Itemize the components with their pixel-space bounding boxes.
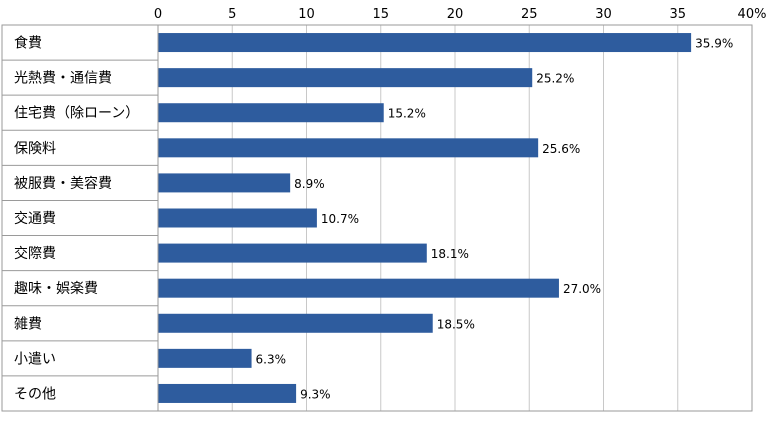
value-label: 6.3% bbox=[256, 352, 287, 366]
bar bbox=[158, 173, 291, 193]
x-axis-ticks: 0 5 10 15 20 25 30 35 40% bbox=[154, 7, 767, 22]
bar bbox=[158, 278, 559, 298]
category-label: 交際費 bbox=[14, 245, 56, 262]
x-tick-label: 20 bbox=[447, 7, 464, 22]
category-label: 交通費 bbox=[14, 210, 56, 227]
bar bbox=[158, 103, 384, 123]
x-tick-label: 10 bbox=[298, 7, 315, 22]
value-label: 10.7% bbox=[321, 212, 359, 226]
value-label: 15.2% bbox=[388, 107, 426, 121]
value-label: 25.2% bbox=[536, 72, 574, 86]
value-label: 18.5% bbox=[437, 317, 475, 331]
bar bbox=[158, 33, 692, 53]
category-label: その他 bbox=[14, 386, 56, 402]
x-tick-label: 0 bbox=[154, 7, 162, 22]
category-label: 光熱費・通信費 bbox=[14, 71, 112, 87]
value-label: 8.9% bbox=[294, 177, 325, 191]
x-tick-label: 30 bbox=[595, 7, 612, 22]
bar bbox=[158, 68, 533, 88]
x-tick-label: 15 bbox=[372, 7, 389, 22]
value-label: 35.9% bbox=[695, 37, 733, 51]
category-label: 食費 bbox=[14, 35, 42, 52]
chart-frame bbox=[1, 24, 753, 412]
value-label: 9.3% bbox=[300, 387, 331, 401]
bar bbox=[158, 383, 297, 403]
value-label: 18.1% bbox=[431, 247, 469, 261]
category-label: 趣味・娯楽費 bbox=[14, 281, 98, 297]
category-label: 被服費・美容費 bbox=[14, 175, 112, 192]
grid bbox=[231, 25, 679, 411]
category-label: 雑費 bbox=[14, 316, 42, 332]
bars bbox=[158, 33, 692, 403]
category-label: 住宅費（除ローン） bbox=[14, 106, 139, 122]
value-label: 27.0% bbox=[563, 282, 601, 296]
bar bbox=[158, 138, 539, 158]
x-tick-label: 35 bbox=[669, 7, 686, 22]
bar bbox=[158, 348, 252, 368]
x-tick-label: 25 bbox=[521, 7, 538, 22]
category-label: 保険料 bbox=[14, 141, 56, 157]
value-label: 25.6% bbox=[542, 142, 580, 156]
x-tick-label: 40% bbox=[738, 7, 767, 22]
category-label: 小遣い bbox=[14, 351, 56, 367]
row-separators bbox=[2, 59, 158, 377]
bar bbox=[158, 208, 317, 228]
bar bbox=[158, 243, 427, 263]
bar bbox=[158, 313, 433, 333]
value-labels: 35.9% 25.2% 15.2% 25.6% 8.9% 10.7% 18.1% 27.0% 1… bbox=[256, 37, 734, 402]
x-tick-label: 5 bbox=[228, 7, 236, 22]
